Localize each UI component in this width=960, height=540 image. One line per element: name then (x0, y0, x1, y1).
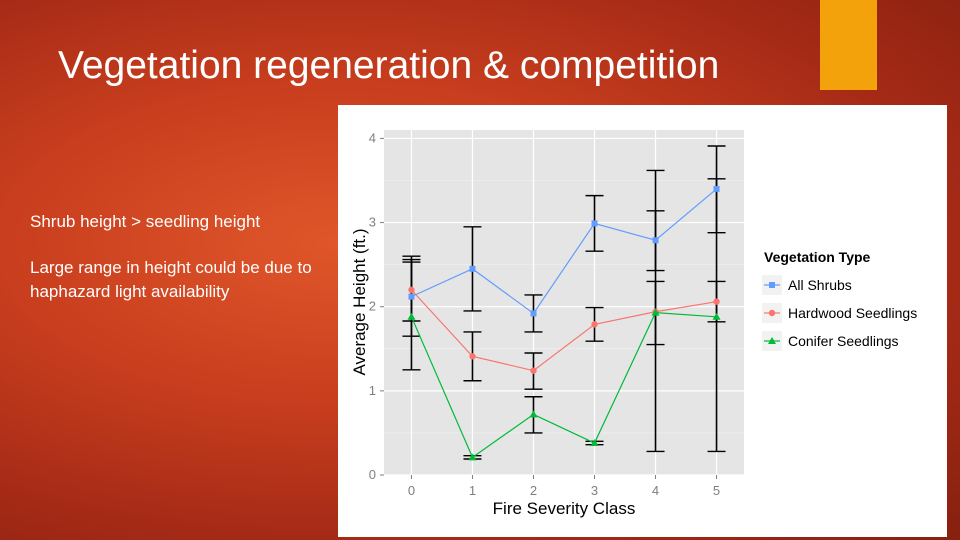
data-point (590, 439, 599, 447)
legend-item: Hardwood Seedlings (762, 303, 917, 323)
series-line (410, 311, 717, 459)
x-tick-label: 5 (713, 483, 720, 498)
legend-key-marker (769, 282, 775, 288)
data-point (530, 310, 537, 317)
data-point (713, 298, 720, 305)
x-tick-label: 3 (591, 483, 598, 498)
line-chart: 0 1 2 3 4 0 1 2 3 4 5 Fire Severity Class Average… (350, 130, 917, 518)
series-line (411, 188, 717, 315)
legend-key-marker (768, 309, 776, 317)
legend-items: All Shrubs Hardwood Seedlings Conifer Seed… (762, 275, 917, 351)
data-point (652, 237, 659, 244)
data-point (712, 312, 721, 320)
legend: Vegetation Type All Shrubs Hardwood Seedl… (762, 249, 917, 351)
legend-key-marker (768, 337, 776, 344)
plot-panel (384, 130, 744, 475)
accent-bar (820, 0, 877, 90)
x-axis-title: Fire Severity Class (493, 499, 636, 518)
data-point (407, 312, 416, 320)
legend-label: All Shrubs (788, 277, 852, 293)
data-point (591, 220, 598, 227)
legend-label: Conifer Seedlings (788, 333, 899, 349)
y-tick-label: 0 (369, 467, 376, 482)
y-tick-label: 4 (369, 130, 376, 145)
bullet-item: Shrub height > seedling height (30, 212, 261, 231)
y-axis-title: Average Height (ft.) (350, 228, 369, 375)
y-axis-ticks: 0 1 2 3 4 (369, 130, 384, 482)
series-line (411, 289, 717, 372)
legend-item: All Shrubs (762, 275, 852, 295)
y-tick-label: 2 (369, 299, 376, 314)
x-tick-label: 4 (652, 483, 659, 498)
bullet-list: Shrub height > seedling height Large ran… (30, 210, 320, 326)
data-point (469, 353, 476, 360)
x-axis-ticks: 0 1 2 3 4 5 (408, 475, 720, 498)
series (402, 145, 726, 461)
data-point (469, 265, 476, 272)
data-point (651, 308, 660, 316)
y-tick-label: 3 (369, 215, 376, 230)
x-tick-label: 0 (408, 483, 415, 498)
bullet-item: Large range in height could be due to ha… (30, 258, 312, 301)
data-point (530, 367, 537, 374)
x-tick-label: 2 (530, 483, 537, 498)
chart-frame: 0 1 2 3 4 0 1 2 3 4 5 Fire Severity Class Average… (338, 105, 947, 537)
slide-title: Vegetation regeneration & competition (58, 44, 720, 87)
series-all-shrubs (408, 185, 720, 317)
data-point (408, 286, 415, 294)
data-point (529, 410, 538, 418)
data-point (713, 185, 720, 192)
legend-item: Conifer Seedlings (762, 331, 899, 351)
data-point (468, 453, 477, 461)
series-conifer-seedlings (407, 308, 721, 461)
legend-label: Hardwood Seedlings (788, 305, 917, 321)
x-tick-label: 1 (469, 483, 476, 498)
data-point (591, 321, 598, 328)
y-tick-label: 1 (369, 383, 376, 398)
data-point (408, 293, 415, 300)
legend-title: Vegetation Type (764, 249, 871, 265)
